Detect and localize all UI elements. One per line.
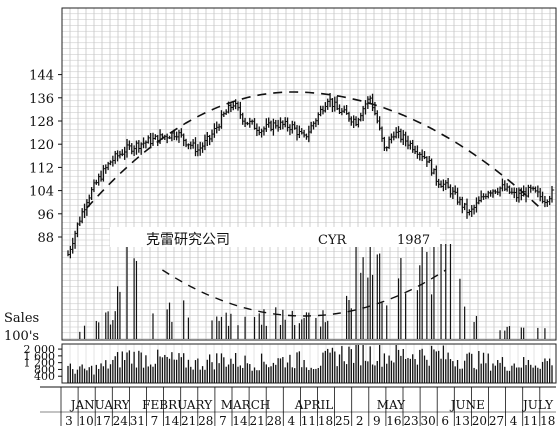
week-date-label: 18: [540, 414, 555, 427]
week-date-label: 28: [198, 414, 213, 427]
sales-axis-label: Sales: [4, 311, 39, 326]
week-date-label: 16: [386, 414, 401, 427]
sales-tick-label: 2 000: [24, 343, 56, 356]
date-axis: 3 10 17 24 31 7 14 21 28 7 14 21 28 4 11 18 25 2 9 16 23 30 6 1…: [40, 386, 556, 427]
sales-tick-label: 400: [34, 370, 55, 383]
week-date-label: 23: [403, 414, 418, 427]
month-label: APRIL: [294, 398, 334, 412]
week-date-label: 31: [130, 414, 145, 427]
month-label: JANUARY: [69, 398, 131, 412]
week-date-label: 14: [232, 414, 248, 427]
sales-tick-label: 1 200: [24, 357, 56, 370]
week-date-label: 13: [455, 414, 470, 427]
week-date-label: 24: [113, 414, 129, 427]
week-date-label: 11: [523, 414, 538, 427]
price-series: [67, 93, 555, 259]
activity-series: [79, 244, 546, 339]
week-date-label: 14: [164, 414, 180, 427]
week-date-label: 7: [151, 414, 159, 427]
week-date-label: 10: [78, 414, 93, 427]
price-tick-label: 88: [37, 231, 54, 246]
month-label: FEBRUARY: [142, 398, 213, 412]
price-axis: 88 96 104 112 120 128 136 144: [29, 69, 62, 246]
price-tick-label: 144: [29, 69, 54, 84]
week-date-label: 4: [287, 414, 295, 427]
week-date-label: 20: [472, 414, 487, 427]
cup-lower-arc: [162, 269, 447, 317]
week-date-label: 18: [318, 414, 333, 427]
chart-year: 1987: [397, 233, 430, 248]
week-date-label: 4: [510, 414, 518, 427]
sales-tick-label: 800: [34, 363, 55, 376]
week-date-label: 28: [267, 414, 282, 427]
price-tick-label: 128: [29, 115, 54, 130]
month-label: MARCH: [221, 398, 271, 412]
month-label: MAY: [377, 398, 406, 412]
price-tick-label: 120: [29, 138, 54, 153]
week-date-label: 9: [373, 414, 381, 427]
week-date-label: 3: [65, 414, 73, 427]
price-tick-label: 112: [29, 161, 54, 176]
week-date-label: 21: [249, 414, 264, 427]
week-date-label: 6: [441, 414, 449, 427]
volume-series: [67, 345, 553, 383]
price-tick-label: 136: [29, 92, 54, 107]
week-date-label: 7: [219, 414, 227, 427]
title-banner: 克雷研究公司 CYR 1987: [110, 227, 440, 248]
week-date-label: 11: [301, 414, 316, 427]
sales-axis-unit: 100's: [4, 329, 39, 344]
month-label: JULY: [521, 398, 554, 412]
price-tick-label: 96: [37, 208, 54, 223]
chart-title: 克雷研究公司: [146, 232, 230, 248]
week-date-label: 27: [489, 414, 504, 427]
week-date-label: 30: [420, 414, 435, 427]
week-date-label: 17: [96, 414, 111, 427]
month-label: JUNE: [449, 398, 485, 412]
ticker-symbol: CYR: [318, 233, 348, 248]
price-tick-label: 104: [29, 185, 54, 200]
week-date-label: 2: [356, 414, 364, 427]
cup-upper-arc: [86, 91, 541, 209]
cup-pattern-curve: [86, 91, 541, 317]
price-panel-frame: [61, 7, 557, 341]
week-date-label: 25: [335, 414, 350, 427]
sales-tick-label: 1 600: [24, 350, 56, 363]
week-date-label: 21: [181, 414, 196, 427]
